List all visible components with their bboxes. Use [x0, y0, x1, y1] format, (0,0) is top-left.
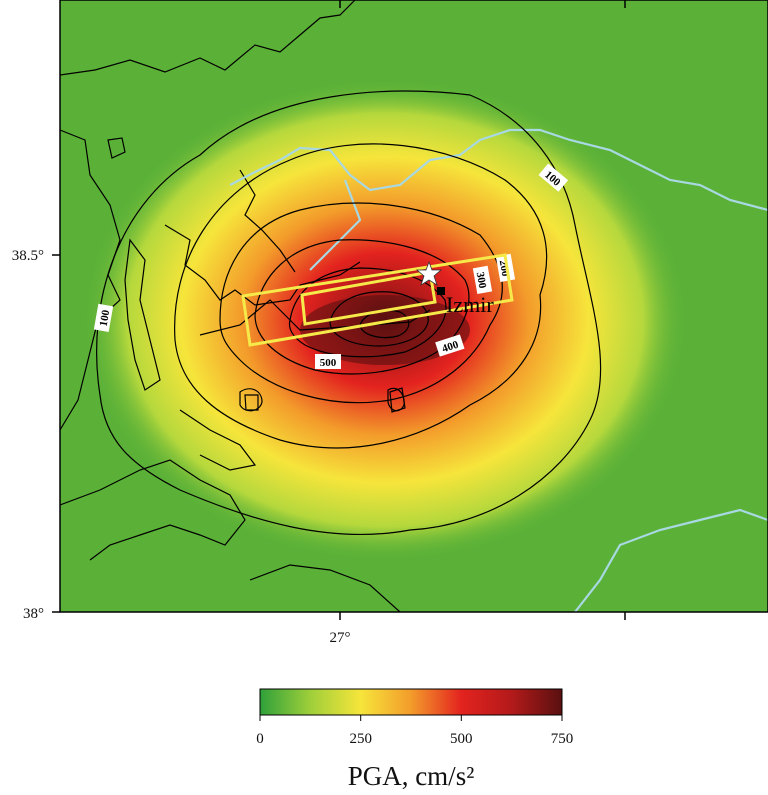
lat-label-38: 38° — [23, 606, 44, 622]
svg-text:400: 400 — [441, 339, 461, 356]
contour-100 — [96, 90, 602, 536]
colorbar: 0 250 500 750 PGA, cm/s² — [256, 688, 574, 791]
coastline-bottom — [249, 564, 401, 612]
contour-200 — [174, 143, 548, 449]
map-panel: 100 100 500 400 300 200 — [60, 0, 768, 612]
contour-label-100-left: 100 — [93, 303, 114, 333]
coastline-inner-gulf — [239, 169, 296, 273]
contour-label-500: 500 — [315, 354, 341, 369]
city-label-izmir: Izmir — [446, 292, 494, 317]
izmir-marker — [437, 287, 445, 295]
colorbar-title: PGA, cm/s² — [348, 761, 475, 791]
colorbar-gradient — [259, 688, 563, 716]
island-3 — [244, 394, 259, 411]
coastlines — [60, 0, 431, 612]
island-1 — [107, 137, 126, 159]
pga-heat-core — [300, 295, 470, 365]
epicenter-star-icon — [415, 260, 443, 286]
fault-plane-outline — [241, 253, 514, 347]
map-frame — [59, 0, 768, 613]
lon-label-27: 27° — [330, 630, 351, 646]
coastline-north — [60, 0, 356, 76]
svg-text:100: 100 — [98, 309, 113, 328]
river-north — [229, 128, 768, 212]
river-south — [574, 508, 768, 612]
fault-rupture-outline — [300, 270, 437, 326]
colorbar-tick-0: 0 — [256, 731, 264, 747]
contour-label-300: 300 — [472, 265, 493, 295]
contour-600 — [329, 291, 429, 347]
coastline-gulf-south — [199, 299, 431, 336]
contour-label-400: 400 — [435, 334, 465, 357]
coastline-gulf-north — [164, 224, 361, 306]
colorbar-tick-750: 750 — [551, 731, 574, 747]
contour-labels: 100 100 500 400 300 200 — [93, 163, 569, 369]
contour-small-1 — [239, 388, 263, 412]
river-branch — [309, 179, 362, 271]
coastline-south-bay — [179, 409, 257, 471]
rivers — [229, 128, 768, 612]
coastline-south — [60, 459, 246, 561]
contour-small-2 — [387, 387, 405, 412]
contour-500 — [288, 267, 447, 358]
svg-text:300: 300 — [474, 271, 489, 290]
axis-ticks — [52, 0, 626, 620]
fault-model — [241, 253, 514, 347]
colorbar-tick-250: 250 — [349, 731, 372, 747]
coastline-peninsula — [124, 238, 161, 391]
colorbar-tick-500: 500 — [450, 731, 473, 747]
lat-label-38-5: 38.5° — [12, 248, 44, 264]
contour-300 — [219, 202, 503, 404]
colorbar-ticks — [259, 715, 563, 721]
svg-text:500: 500 — [320, 357, 337, 369]
